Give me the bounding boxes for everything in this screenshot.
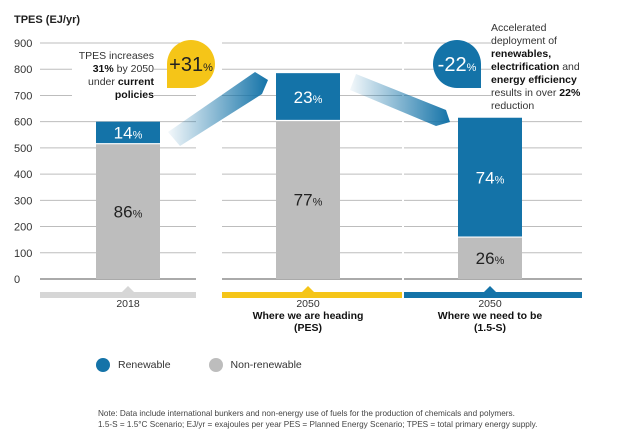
y-tick-label: 900 — [14, 38, 32, 50]
annotation-text: results in over — [491, 87, 560, 99]
legend-label: Renewable — [118, 359, 171, 371]
footnote-line: Note: Data include international bunkers… — [98, 409, 515, 418]
bar-non-renewable — [96, 143, 160, 279]
y-tick-label: 0 — [14, 274, 20, 286]
change-badges: +31% -22% — [167, 40, 481, 88]
x-category-year: 2050 — [296, 298, 320, 310]
annotation-text: and — [559, 61, 580, 73]
category-band — [404, 292, 582, 298]
data-label-renewable: 14% — [114, 124, 143, 143]
y-tick-label: 400 — [14, 169, 32, 181]
legend-swatch-non-renewable — [208, 358, 223, 372]
y-tick-label: 100 — [14, 248, 32, 260]
y-tick-labels: 0 100 200 300 400 500 600 700 800 900 — [14, 38, 32, 286]
category-band — [222, 292, 402, 298]
y-axis-title: TPES (EJ/yr) — [14, 14, 81, 26]
footnote-line: 1.5-S = 1.5°C Scenario; EJ/yr = exajoule… — [98, 420, 538, 429]
bar-renewable — [96, 121, 160, 144]
category-band — [40, 292, 196, 298]
annotation-text: 22% — [559, 87, 581, 99]
x-category-2050-15s: 2050 Where we need to be (1.5-S) — [400, 298, 580, 334]
category-bands — [40, 286, 582, 298]
x-category-sub: (PES) — [293, 322, 322, 334]
y-tick-label: 300 — [14, 195, 32, 207]
legend-label: Non-renewable — [230, 359, 302, 371]
y-tick-label: 800 — [14, 64, 32, 76]
annotation-increase: TPES increases 31% by 2050 under current… — [72, 50, 154, 102]
trend-arrows — [168, 72, 450, 146]
annotation-text: Accelerated deployment of — [491, 22, 557, 47]
category-band-pointer — [484, 286, 496, 292]
badge-decrease: -22% — [433, 40, 481, 88]
x-category-2018: 2018 — [38, 298, 218, 310]
x-category-label: Where we need to be — [437, 310, 543, 322]
x-category-year: 2050 — [478, 298, 502, 310]
legend-swatch-renewable — [96, 358, 110, 372]
annotation-text: renewables, electrification — [491, 48, 560, 73]
annotation-text: reduction — [491, 100, 535, 112]
annotation-text: TPES increases — [78, 50, 154, 62]
annotation-text: energy efficiency — [491, 74, 577, 86]
legend-item-renewable: Renewable — [96, 358, 171, 372]
footnote: Note: Data include international bunkers… — [98, 408, 618, 430]
data-label-non-renewable: 86% — [114, 202, 143, 221]
y-tick-label: 200 — [14, 222, 32, 234]
badge-decrease-text: -22% — [438, 54, 477, 76]
bar-renewable — [458, 117, 522, 238]
bar-non-renewable — [276, 120, 340, 279]
data-label-renewable: 23% — [294, 88, 323, 107]
data-label-non-renewable: 77% — [294, 191, 323, 210]
badge-decrease-tail — [457, 64, 481, 88]
x-category-label: Where we are heading — [252, 310, 364, 322]
badge-increase: +31% — [167, 40, 215, 88]
badge-increase-tail — [167, 64, 191, 88]
bar-non-renewable — [458, 237, 522, 279]
x-category-2050-pes: 2050 Where we are heading (PES) — [218, 298, 398, 334]
x-category-sub: (1.5-S) — [473, 322, 507, 334]
legend: Renewable Non-renewable — [96, 358, 340, 372]
bars: 14% 86% 23% 77% 74% 26% — [96, 73, 522, 279]
data-label-renewable: 74% — [476, 168, 505, 187]
legend-item-non-renewable: Non-renewable — [208, 358, 302, 372]
category-band-pointer — [302, 286, 314, 292]
annotation-text: 31% — [92, 63, 114, 75]
x-category-year: 2018 — [116, 298, 140, 310]
annotation-reduction: Accelerated deployment of renewables, el… — [491, 22, 591, 113]
y-tick-label: 700 — [14, 90, 32, 102]
category-band-pointer — [122, 286, 134, 292]
increase-arrow — [168, 72, 268, 146]
annotation-text: by 2050 under — [88, 63, 154, 88]
y-tick-label: 600 — [14, 117, 32, 129]
data-label-non-renewable: 26% — [476, 249, 505, 268]
bar-renewable — [276, 73, 340, 121]
annotation-text: current policies — [114, 76, 154, 101]
badge-increase-text: +31% — [169, 54, 213, 76]
y-tick-label: 500 — [14, 143, 32, 155]
decrease-arrow — [350, 74, 450, 126]
